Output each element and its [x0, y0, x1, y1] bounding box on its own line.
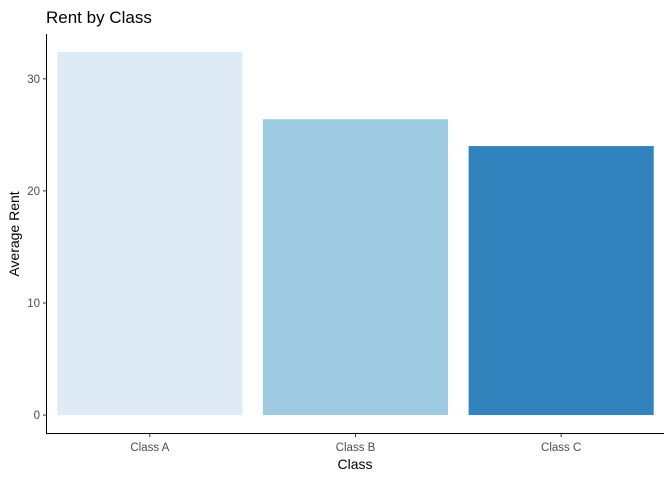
x-axis-title: Class [337, 456, 372, 472]
x-tick-label-class-b: Class B [336, 442, 376, 454]
chart-title: Rent by Class [46, 8, 152, 27]
bars-group [57, 51, 654, 416]
y-ticks-group: 0 10 20 30 [27, 74, 47, 422]
x-tick-label-class-c: Class C [541, 442, 581, 454]
bar-class-a [57, 51, 243, 416]
y-tick-label-10: 10 [27, 298, 40, 310]
bar-class-c [468, 146, 654, 416]
y-axis-title: Average Rent [6, 191, 22, 276]
x-ticks-group: Class A Class B Class C [130, 433, 581, 454]
y-tick-label-30: 30 [27, 74, 40, 86]
y-tick-label-0: 0 [34, 410, 40, 422]
y-tick-label-20: 20 [27, 186, 40, 198]
bar-class-b [262, 119, 449, 416]
x-tick-label-class-a: Class A [130, 442, 169, 454]
